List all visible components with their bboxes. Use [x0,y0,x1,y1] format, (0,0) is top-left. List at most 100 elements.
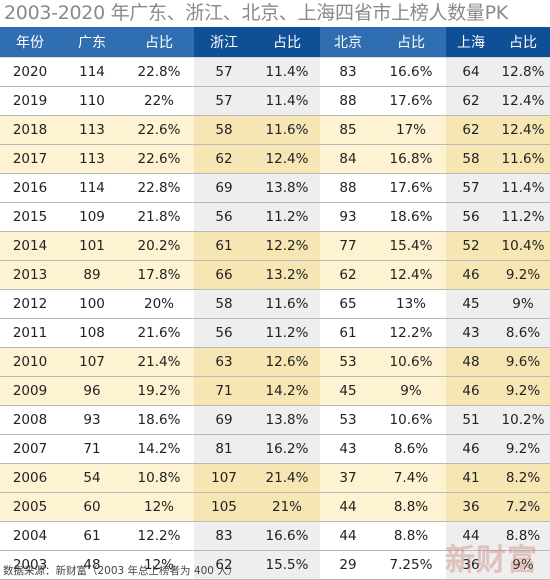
cell-guangdong: 101 [60,231,124,261]
cell-beijing-share: 12.4% [376,260,446,290]
header-shanghai: 上海 [446,27,496,58]
cell-beijing-share: 8.6% [376,434,446,464]
cell-guangdong: 60 [60,492,124,522]
cell-guangdong-share: 18.6% [124,405,194,435]
cell-beijing-share: 10.6% [376,347,446,377]
cell-shanghai: 56 [446,202,496,232]
cell-guangdong-share: 10.8% [124,463,194,493]
cell-zhejiang: 57 [194,86,254,116]
cell-shanghai: 62 [446,86,496,116]
cell-zhejiang: 58 [194,289,254,319]
cell-beijing: 77 [320,231,376,261]
cell-shanghai-share: 12.8% [496,57,550,87]
cell-zhejiang-share: 12.2% [254,231,320,261]
table-header-row: 年份 广东 占比 浙江 占比 北京 占比 上海 占比 [0,27,550,58]
cell-beijing-share: 7.25% [376,550,446,580]
cell-beijing-share: 10.6% [376,405,446,435]
cell-guangdong: 114 [60,173,124,203]
cell-year: 2015 [0,202,60,232]
cell-beijing-share: 17.6% [376,173,446,203]
cell-shanghai-share: 9.2% [496,376,550,406]
cell-zhejiang-share: 11.2% [254,202,320,232]
cell-zhejiang-share: 12.4% [254,144,320,174]
cell-shanghai: 41 [446,463,496,493]
cell-shanghai: 46 [446,260,496,290]
cell-year: 2003 [0,550,60,580]
cell-beijing: 65 [320,289,376,319]
cell-year: 2009 [0,376,60,406]
cell-guangdong: 93 [60,405,124,435]
cell-zhejiang: 58 [194,115,254,145]
cell-guangdong-share: 14.2% [124,434,194,464]
cell-beijing-share: 12.2% [376,318,446,348]
cell-shanghai: 43 [446,318,496,348]
cell-beijing: 53 [320,347,376,377]
cell-zhejiang: 81 [194,434,254,464]
cell-beijing-share: 17.6% [376,86,446,116]
cell-zhejiang-share: 11.4% [254,57,320,87]
cell-shanghai-share: 12.4% [496,86,550,116]
cell-beijing-share: 13% [376,289,446,319]
cell-shanghai-share: 9.2% [496,260,550,290]
table-row: 2013 89 17.8% 66 13.2% 62 12.4% 46 9.2% [0,260,550,290]
cell-guangdong-share: 22.6% [124,144,194,174]
cell-zhejiang: 107 [194,463,254,493]
cell-guangdong: 113 [60,144,124,174]
header-beijing-share: 占比 [376,27,446,58]
cell-zhejiang-share: 16.2% [254,434,320,464]
header-zhejiang: 浙江 [194,27,254,58]
table-row: 2007 71 14.2% 81 16.2% 43 8.6% 46 9.2% [0,434,550,464]
cell-shanghai-share: 12.4% [496,115,550,145]
cell-beijing-share: 7.4% [376,463,446,493]
cell-guangdong-share: 19.2% [124,376,194,406]
table-row: 2014 101 20.2% 61 12.2% 77 15.4% 52 10.4% [0,231,550,261]
cell-guangdong: 71 [60,434,124,464]
cell-zhejiang-share: 11.4% [254,86,320,116]
header-shanghai-share: 占比 [496,27,550,58]
cell-zhejiang: 56 [194,202,254,232]
cell-zhejiang-share: 16.6% [254,521,320,551]
cell-zhejiang: 66 [194,260,254,290]
cell-year: 2020 [0,57,60,87]
cell-zhejiang: 62 [194,144,254,174]
table-row: 2015 109 21.8% 56 11.2% 93 18.6% 56 11.2% [0,202,550,232]
cell-zhejiang-share: 13.8% [254,405,320,435]
cell-beijing: 93 [320,202,376,232]
cell-guangdong: 110 [60,86,124,116]
table-row: 2010 107 21.4% 63 12.6% 53 10.6% 48 9.6% [0,347,550,377]
cell-beijing: 53 [320,405,376,435]
cell-guangdong-share: 21.8% [124,202,194,232]
cell-beijing: 43 [320,434,376,464]
cell-guangdong: 61 [60,521,124,551]
cell-guangdong-share: 12% [124,492,194,522]
cell-year: 2007 [0,434,60,464]
cell-zhejiang: 61 [194,231,254,261]
cell-beijing-share: 15.4% [376,231,446,261]
cell-year: 2011 [0,318,60,348]
cell-guangdong-share: 21.6% [124,318,194,348]
cell-guangdong-share: 22.8% [124,57,194,87]
cell-beijing-share: 17% [376,115,446,145]
cell-year: 2005 [0,492,60,522]
cell-shanghai-share: 8.6% [496,318,550,348]
cell-shanghai: 57 [446,173,496,203]
table-row: 2019 110 22% 57 11.4% 88 17.6% 62 12.4% [0,86,550,116]
table-row: 2017 113 22.6% 62 12.4% 84 16.8% 58 11.6% [0,144,550,174]
table-row: 2009 96 19.2% 71 14.2% 45 9% 46 9.2% [0,376,550,406]
cell-shanghai-share: 11.4% [496,173,550,203]
cell-beijing: 29 [320,550,376,580]
page-title: 2003-2020 年广东、浙江、北京、上海四省市上榜人数量PK [4,2,508,24]
table-row: 2011 108 21.6% 56 11.2% 61 12.2% 43 8.6% [0,318,550,348]
cell-guangdong: 109 [60,202,124,232]
cell-guangdong: 96 [60,376,124,406]
cell-shanghai: 64 [446,57,496,87]
cell-shanghai-share: 8.8% [496,521,550,551]
cell-beijing: 88 [320,86,376,116]
cell-shanghai: 44 [446,521,496,551]
cell-beijing: 62 [320,260,376,290]
cell-shanghai: 36 [446,492,496,522]
cell-beijing-share: 8.8% [376,492,446,522]
cell-year: 2008 [0,405,60,435]
cell-year: 2014 [0,231,60,261]
cell-zhejiang: 83 [194,521,254,551]
